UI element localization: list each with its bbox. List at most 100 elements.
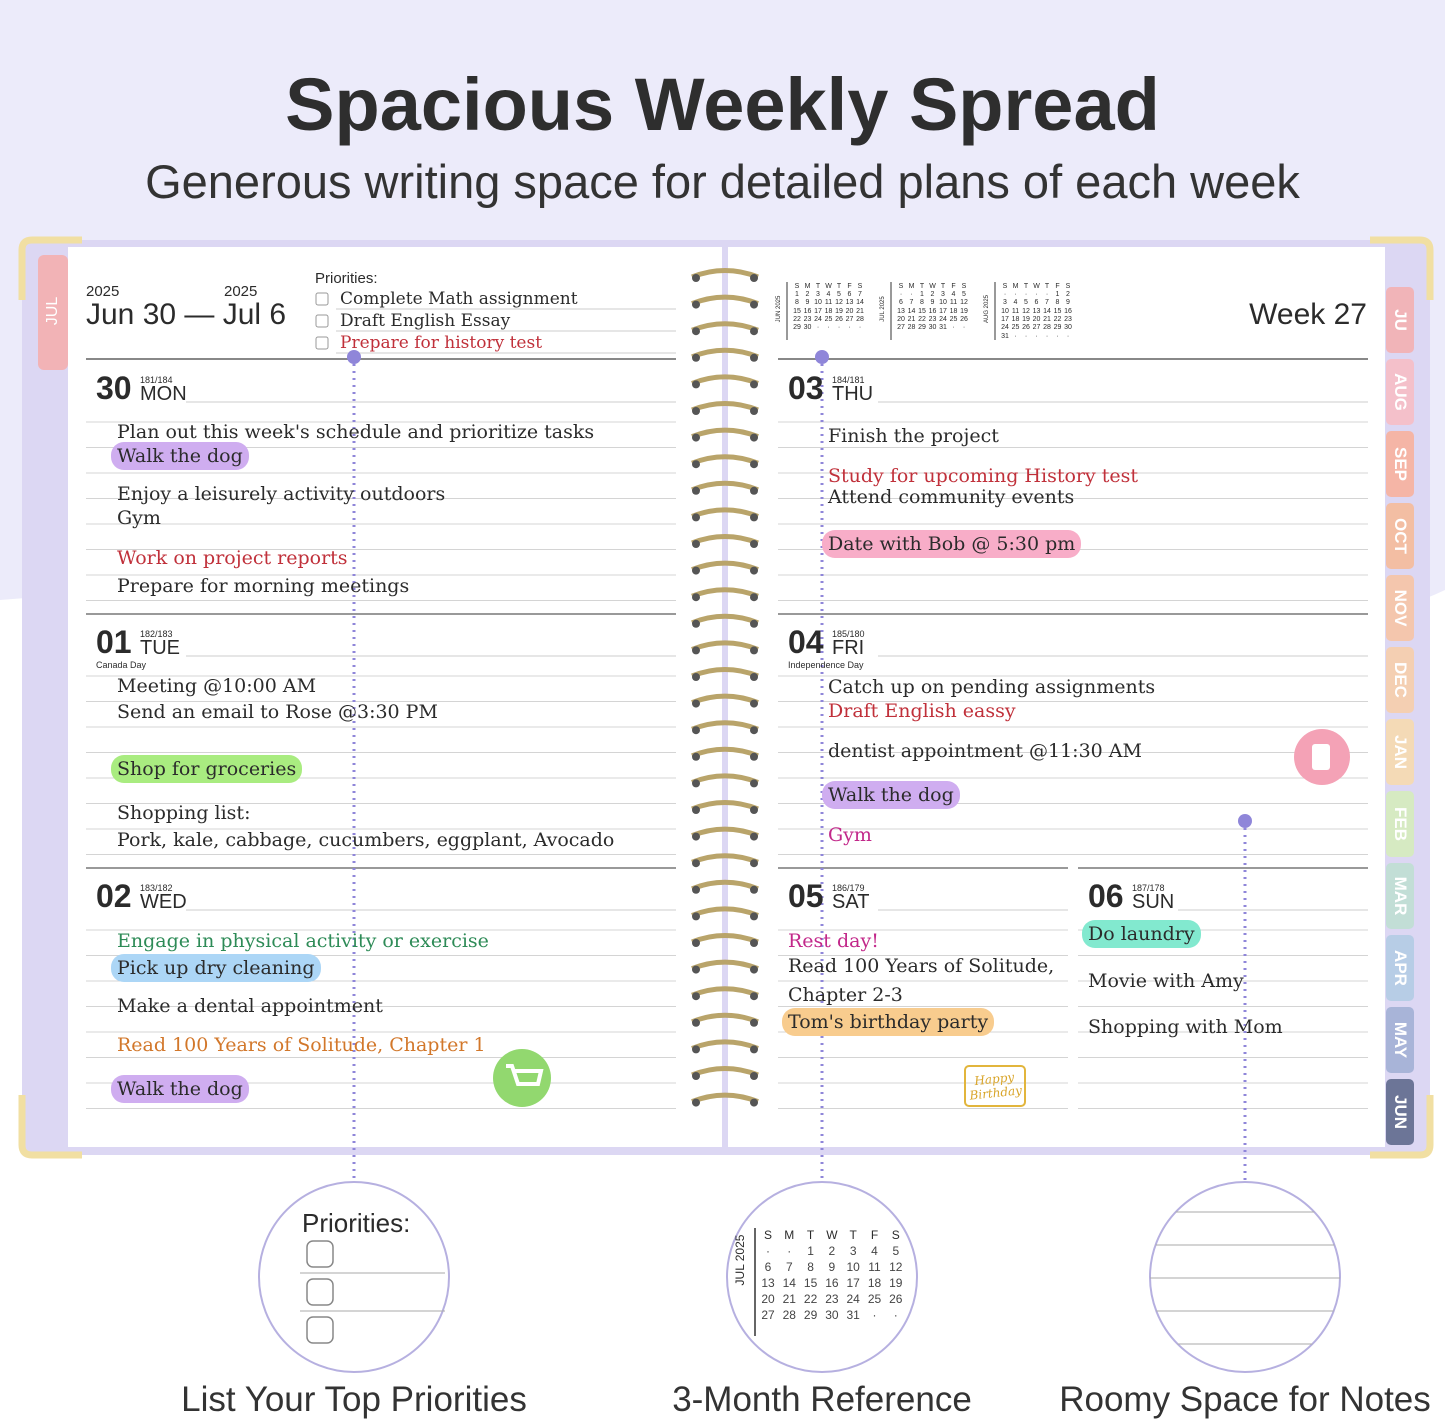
- spiral-hole: [750, 460, 758, 469]
- mini-calendar-day: 30: [803, 324, 812, 332]
- mini-calendar-day: 1: [795, 291, 799, 298]
- mini-calendar-day: 24: [814, 315, 822, 323]
- spiral-hole: [750, 327, 758, 336]
- weekday: TUE: [140, 637, 180, 659]
- mini-calendar-day: 8: [920, 299, 924, 307]
- mini-calendar-day: 13: [845, 299, 854, 307]
- mini-calendar-day: 30: [928, 324, 937, 332]
- right-page: [728, 247, 1385, 1147]
- mini-calendar-weekday: S: [1065, 283, 1071, 290]
- calendar-day: ·: [872, 1308, 877, 1322]
- entry: Engage in physical activity or exercise: [117, 930, 489, 952]
- mini-calendar-day: 17: [814, 307, 822, 315]
- entry: Walk the dog: [822, 781, 960, 809]
- spiral-hole: [692, 912, 700, 921]
- spiral-hole: [750, 593, 758, 602]
- spiral-hole: [692, 779, 700, 788]
- calendar-day: 25: [867, 1292, 882, 1306]
- mini-calendar-day: 13: [897, 307, 905, 315]
- mini-calendar-day: 10: [939, 299, 947, 307]
- spiral-hole: [692, 885, 700, 894]
- month-tab-label: DEC: [1391, 662, 1410, 698]
- spiral-hole: [750, 433, 758, 442]
- mini-calendar-day: 27: [1032, 324, 1041, 332]
- entry: Send an email to Rose @3:30 PM: [117, 701, 438, 723]
- mini-calendar-day: ·: [1024, 332, 1028, 340]
- mini-calendar-day: 28: [856, 315, 864, 323]
- day-number: 30: [96, 370, 132, 406]
- calendar-day: 20: [761, 1292, 775, 1306]
- day-count: 184/181: [832, 375, 865, 385]
- entry: Read 100 Years of Solitude, Chapter 1: [117, 1034, 486, 1056]
- mini-calendar-day: ·: [1024, 291, 1028, 298]
- calendar-weekday: T: [849, 1228, 857, 1242]
- mini-calendar-day: 8: [1055, 299, 1060, 307]
- calendar-day: 16: [825, 1276, 839, 1290]
- mini-calendar-day: ·: [1045, 291, 1049, 298]
- day-number: 02: [96, 878, 132, 914]
- mini-calendar-day: ·: [1056, 332, 1059, 340]
- spiral-hole: [750, 380, 758, 389]
- calendar-day: 13: [761, 1276, 775, 1290]
- month-tab-label: FEB: [1391, 807, 1410, 841]
- mini-calendar-day: 20: [845, 307, 854, 315]
- spiral-hole: [750, 566, 758, 575]
- mini-calendar-day: ·: [1045, 332, 1049, 340]
- calendar-day: 11: [868, 1260, 881, 1274]
- calendar-day: 30: [825, 1308, 839, 1322]
- mini-calendar-day: 12: [835, 299, 843, 307]
- mini-calendar-day: 29: [918, 324, 926, 332]
- spiral-hole: [692, 832, 700, 841]
- left-page: [68, 247, 722, 1147]
- cart-icon: [506, 1064, 544, 1086]
- spiral-hole: [750, 806, 758, 814]
- mini-calendar-day: 5: [962, 291, 966, 298]
- spiral-hole: [692, 1018, 700, 1027]
- mini-calendar-day: 21: [907, 315, 916, 323]
- mini-calendar-weekday: M: [908, 283, 915, 290]
- spiral-hole: [692, 992, 700, 1001]
- spiral-hole: [692, 274, 700, 282]
- spiral-hole: [750, 832, 758, 841]
- month-tab: [1386, 359, 1414, 425]
- mini-calendar-day: 29: [793, 324, 801, 332]
- entry: Walk the dog: [111, 1075, 249, 1103]
- mini-calendar-day: 7: [1045, 299, 1049, 307]
- priorities-label: Priorities:: [315, 270, 378, 287]
- mini-calendar-day: 2: [930, 291, 935, 298]
- spiral-hole: [692, 965, 700, 974]
- calendar-weekday: W: [826, 1228, 838, 1242]
- mini-calendar-day: 5: [837, 291, 841, 298]
- spiral-hole: [750, 274, 758, 282]
- spiral-hole: [692, 752, 700, 761]
- checkbox: [306, 1316, 334, 1344]
- mini-calendar-day: 6: [1034, 299, 1039, 307]
- calendar-day: 24: [846, 1292, 860, 1306]
- spiral-hole: [750, 859, 758, 868]
- spiral-hole: [692, 540, 700, 548]
- calendar-day: ·: [787, 1244, 792, 1258]
- weekday: FRI: [832, 637, 865, 659]
- spiral-hole: [692, 327, 700, 336]
- spiral-hole: [750, 939, 758, 947]
- calendar-day: 15: [803, 1276, 818, 1290]
- mini-calendar-day: 25: [824, 315, 833, 323]
- mini-calendar-day: ·: [910, 291, 913, 298]
- spiral-hole: [750, 486, 758, 495]
- cart-sticker: [493, 1049, 551, 1107]
- month-tab: [1386, 575, 1414, 641]
- corner-guard: [1370, 1095, 1434, 1159]
- weekday: SAT: [832, 891, 870, 913]
- spiral-hole: [692, 380, 700, 389]
- mini-calendar-day: 27: [845, 315, 854, 323]
- month-tab-label: APR: [1391, 950, 1410, 986]
- weekday: MON: [140, 383, 187, 405]
- mini-calendar-weekday: W: [825, 283, 832, 290]
- mini-calendar-day: 17: [939, 307, 947, 315]
- calendar-day: 27: [761, 1308, 775, 1322]
- day-count: 181/184: [140, 375, 173, 385]
- mini-calendar-weekday: F: [847, 283, 852, 290]
- month-tab: [1386, 719, 1414, 785]
- mini-calendar-day: 6: [847, 291, 852, 298]
- spiral-hole: [750, 1018, 758, 1027]
